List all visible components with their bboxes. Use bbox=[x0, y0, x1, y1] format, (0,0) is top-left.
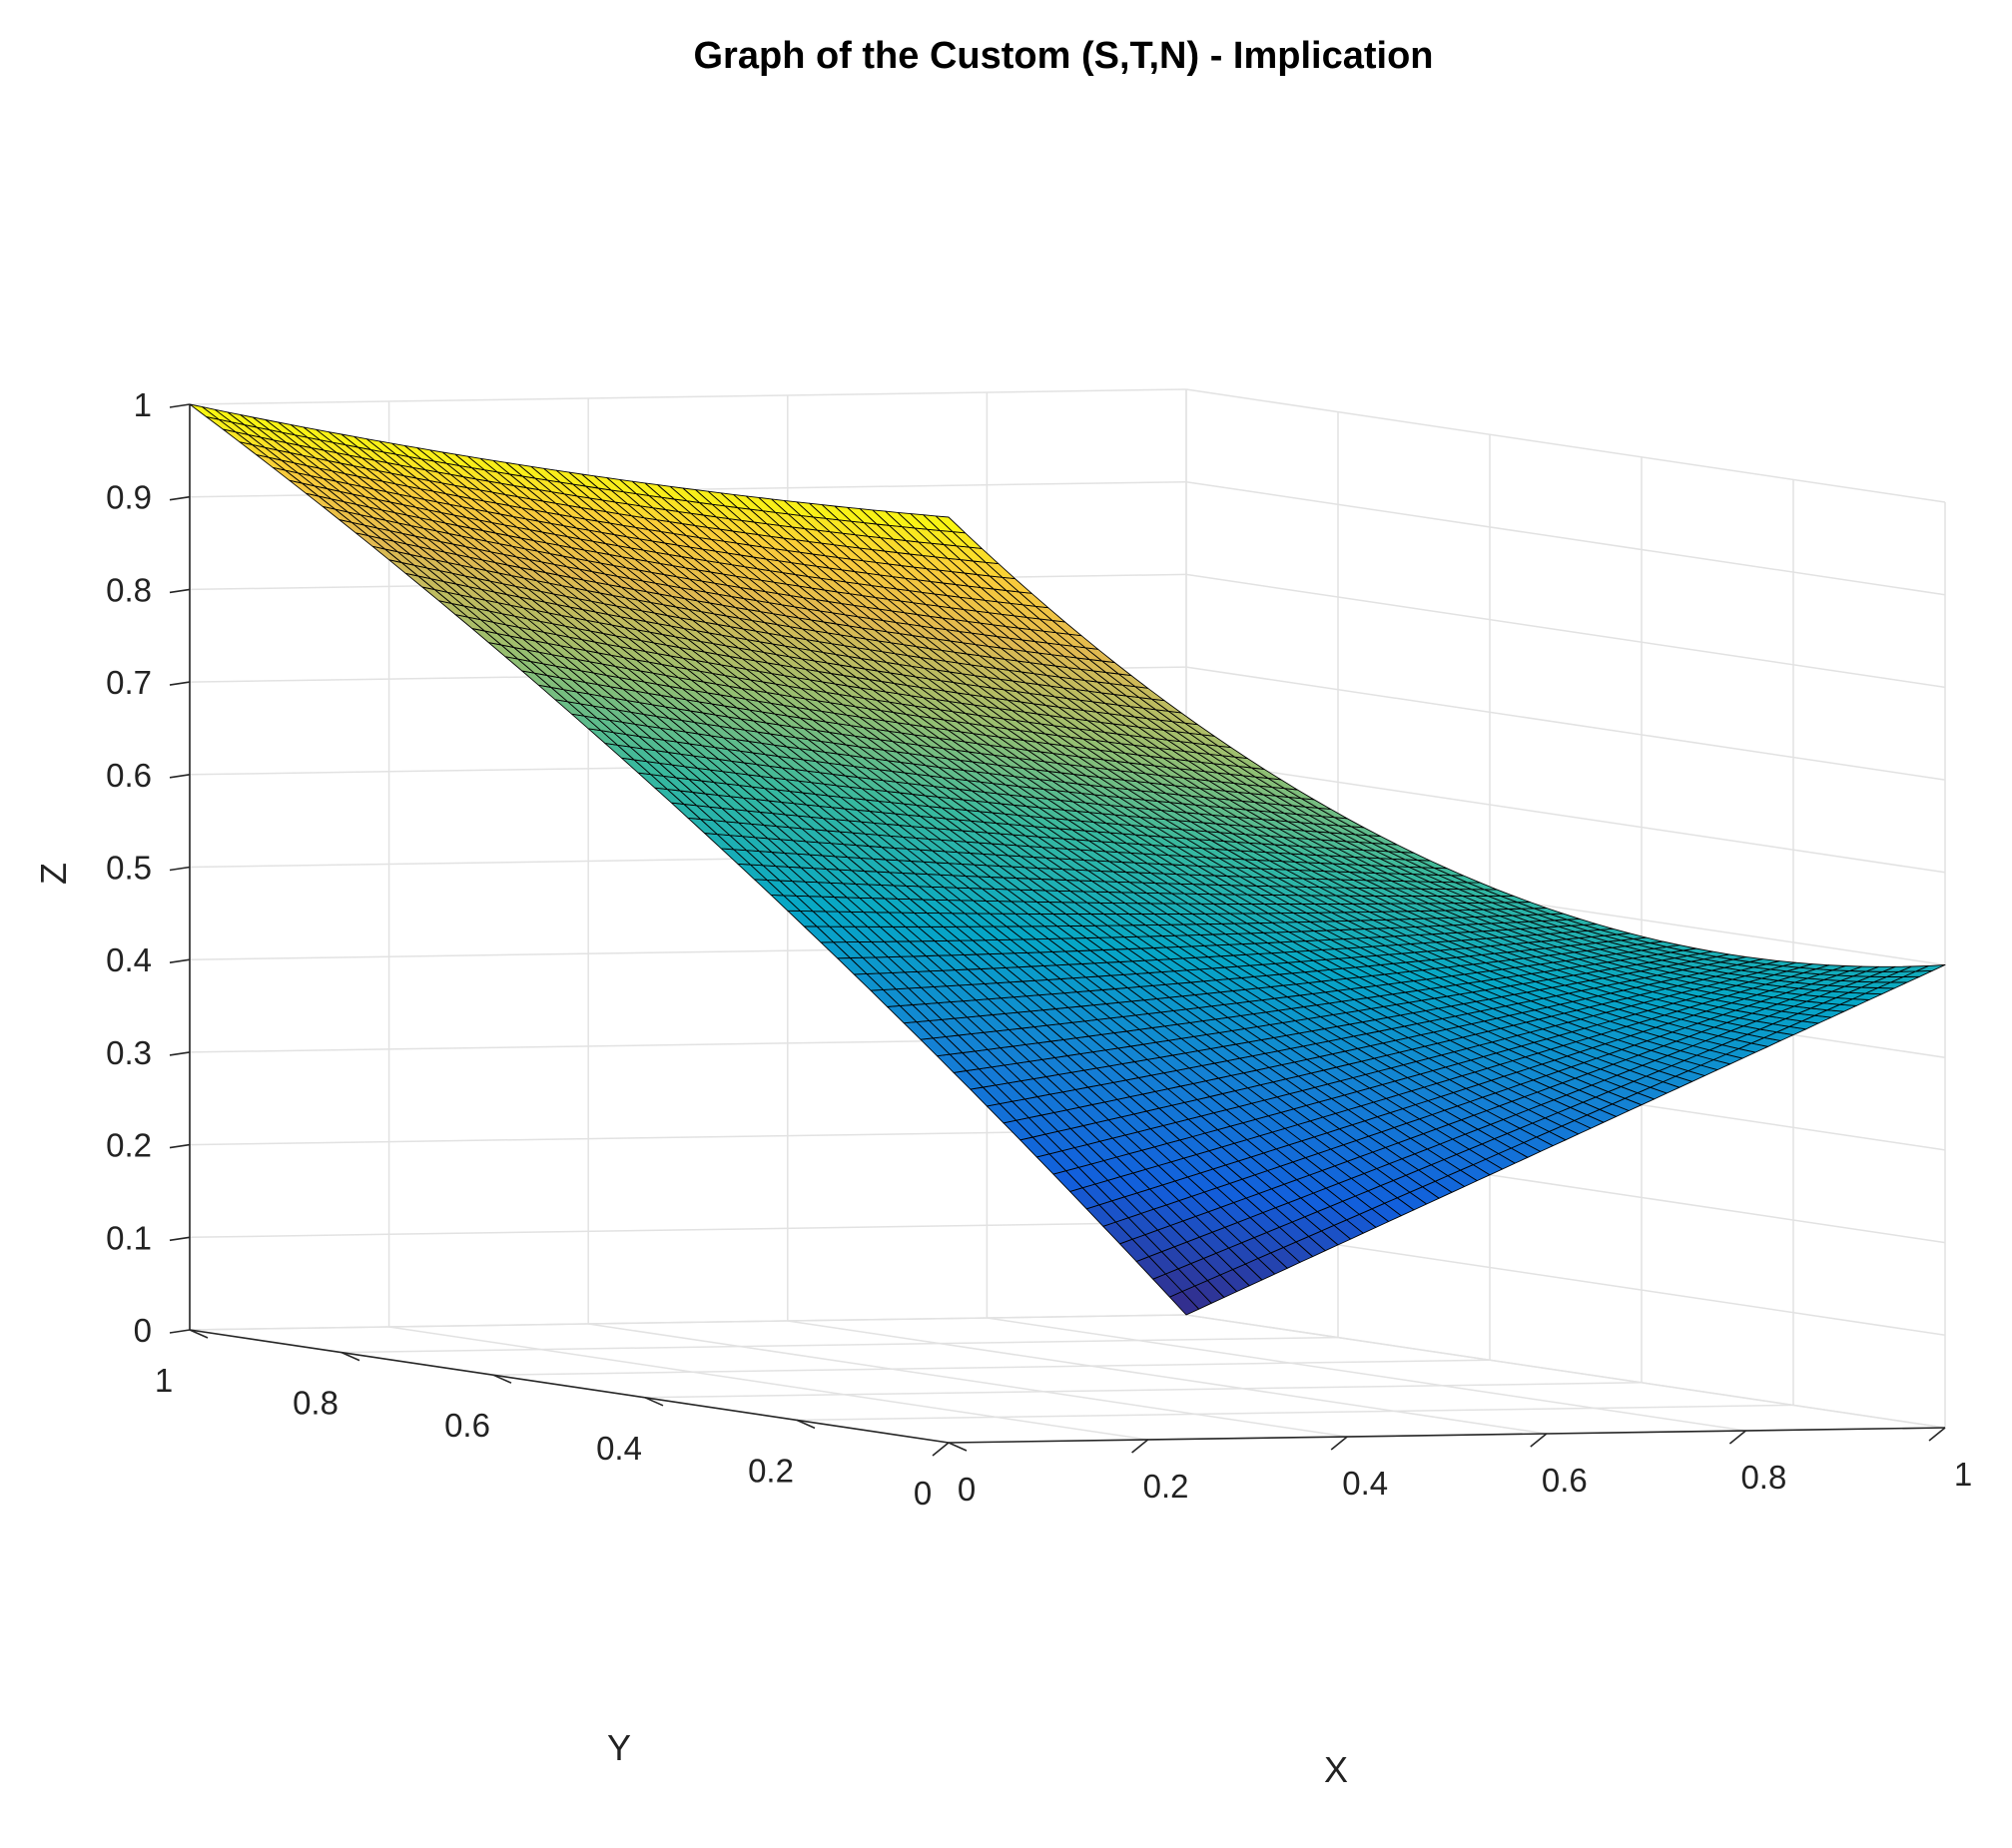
z-tick-label: 0.4 bbox=[106, 941, 152, 978]
chart-title: Graph of the Custom (S,T,N) - Implicatio… bbox=[694, 35, 1434, 77]
x-tick-mark bbox=[1131, 1439, 1149, 1454]
y-tick-mark bbox=[796, 1419, 816, 1430]
y-tick-label: 0 bbox=[914, 1475, 932, 1512]
floor-grid-line bbox=[987, 1317, 1746, 1432]
floor-grid-line bbox=[644, 1382, 1643, 1399]
floor-grid-line bbox=[787, 1320, 1547, 1435]
z-tick-mark bbox=[169, 1236, 191, 1242]
wall-grid-line bbox=[189, 388, 1187, 405]
floor-grid-line bbox=[492, 1359, 1491, 1376]
wall-grid-line bbox=[189, 1314, 1187, 1331]
z-tick-label: 0.9 bbox=[106, 479, 152, 516]
tick-labels: 0 0.2 0.4 0.6 0.8 100.20.40.60.8100.10.20.30.… bbox=[106, 386, 1972, 1512]
y-tick-label: 1 bbox=[155, 1362, 173, 1399]
x-tick-mark bbox=[932, 1442, 950, 1457]
floor-grid-line bbox=[588, 1323, 1348, 1438]
z-tick-mark bbox=[169, 1051, 191, 1056]
wall-grid-line bbox=[1185, 480, 1946, 596]
z-tick-label: 0.8 bbox=[106, 571, 152, 608]
x-tick-label: 0.6 bbox=[1542, 1462, 1588, 1499]
z-tick-mark bbox=[169, 958, 191, 963]
wall-grid-line bbox=[1185, 573, 1946, 689]
floor-grid-line bbox=[796, 1404, 1794, 1422]
z-tick-mark bbox=[169, 1329, 191, 1334]
z-tick-mark bbox=[169, 495, 191, 501]
y-tick-mark bbox=[644, 1397, 664, 1407]
x-tick-label: 0 bbox=[958, 1471, 976, 1508]
x-tick-label: 0.4 bbox=[1342, 1465, 1388, 1502]
x-tick-mark bbox=[1330, 1436, 1348, 1451]
x-tick-mark bbox=[1928, 1427, 1946, 1442]
z-tick-label: 0.3 bbox=[106, 1034, 152, 1071]
floor-grid-line bbox=[388, 1326, 1148, 1441]
z-tick-label: 0 bbox=[134, 1312, 152, 1349]
z-tick-label: 0.6 bbox=[106, 757, 152, 794]
z-tick-mark bbox=[169, 681, 191, 686]
z-tick-mark bbox=[169, 588, 191, 594]
y-tick-mark bbox=[340, 1351, 360, 1362]
wall-grid-line bbox=[189, 1221, 1187, 1239]
wall-grid-line bbox=[1185, 666, 1946, 781]
z-tick-label: 0.1 bbox=[106, 1219, 152, 1256]
wall-grid-line bbox=[1185, 1314, 1946, 1429]
x-tick-label: 0.8 bbox=[1740, 1459, 1786, 1496]
y-axis-line bbox=[189, 1329, 950, 1444]
y-tick-label: 0.6 bbox=[444, 1407, 490, 1444]
y-tick-label: 0.4 bbox=[596, 1430, 642, 1467]
x-axis-label: X bbox=[1324, 1749, 1348, 1790]
z-tick-mark bbox=[169, 774, 191, 779]
x-tick-mark bbox=[1728, 1430, 1746, 1445]
z-tick-label: 0.7 bbox=[106, 664, 152, 701]
x-tick-mark bbox=[1530, 1433, 1548, 1448]
z-tick-mark bbox=[169, 866, 191, 872]
surface-plot bbox=[189, 403, 1946, 1316]
z-tick-label: 0.2 bbox=[106, 1127, 152, 1164]
z-tick-mark bbox=[169, 1143, 191, 1149]
wall-grid-line bbox=[1185, 759, 1946, 874]
z-tick-label: 1 bbox=[134, 386, 152, 423]
y-tick-mark bbox=[492, 1374, 512, 1384]
y-tick-label: 0.2 bbox=[748, 1452, 794, 1489]
y-axis-label: Y bbox=[607, 1727, 631, 1768]
y-tick-mark bbox=[948, 1442, 968, 1452]
floor-grid-line bbox=[340, 1336, 1339, 1354]
surface-facet bbox=[935, 515, 967, 534]
z-tick-label: 0.5 bbox=[106, 850, 152, 887]
z-tick-mark bbox=[169, 403, 191, 408]
x-tick-label: 0.2 bbox=[1143, 1468, 1189, 1505]
x-tick-label: 1 bbox=[1954, 1456, 1972, 1493]
z-axis-label: Z bbox=[33, 863, 74, 885]
y-tick-mark bbox=[189, 1329, 209, 1339]
x-axis-line bbox=[948, 1427, 1946, 1444]
y-tick-label: 0.8 bbox=[293, 1385, 338, 1422]
wall-grid-line bbox=[1185, 388, 1946, 503]
